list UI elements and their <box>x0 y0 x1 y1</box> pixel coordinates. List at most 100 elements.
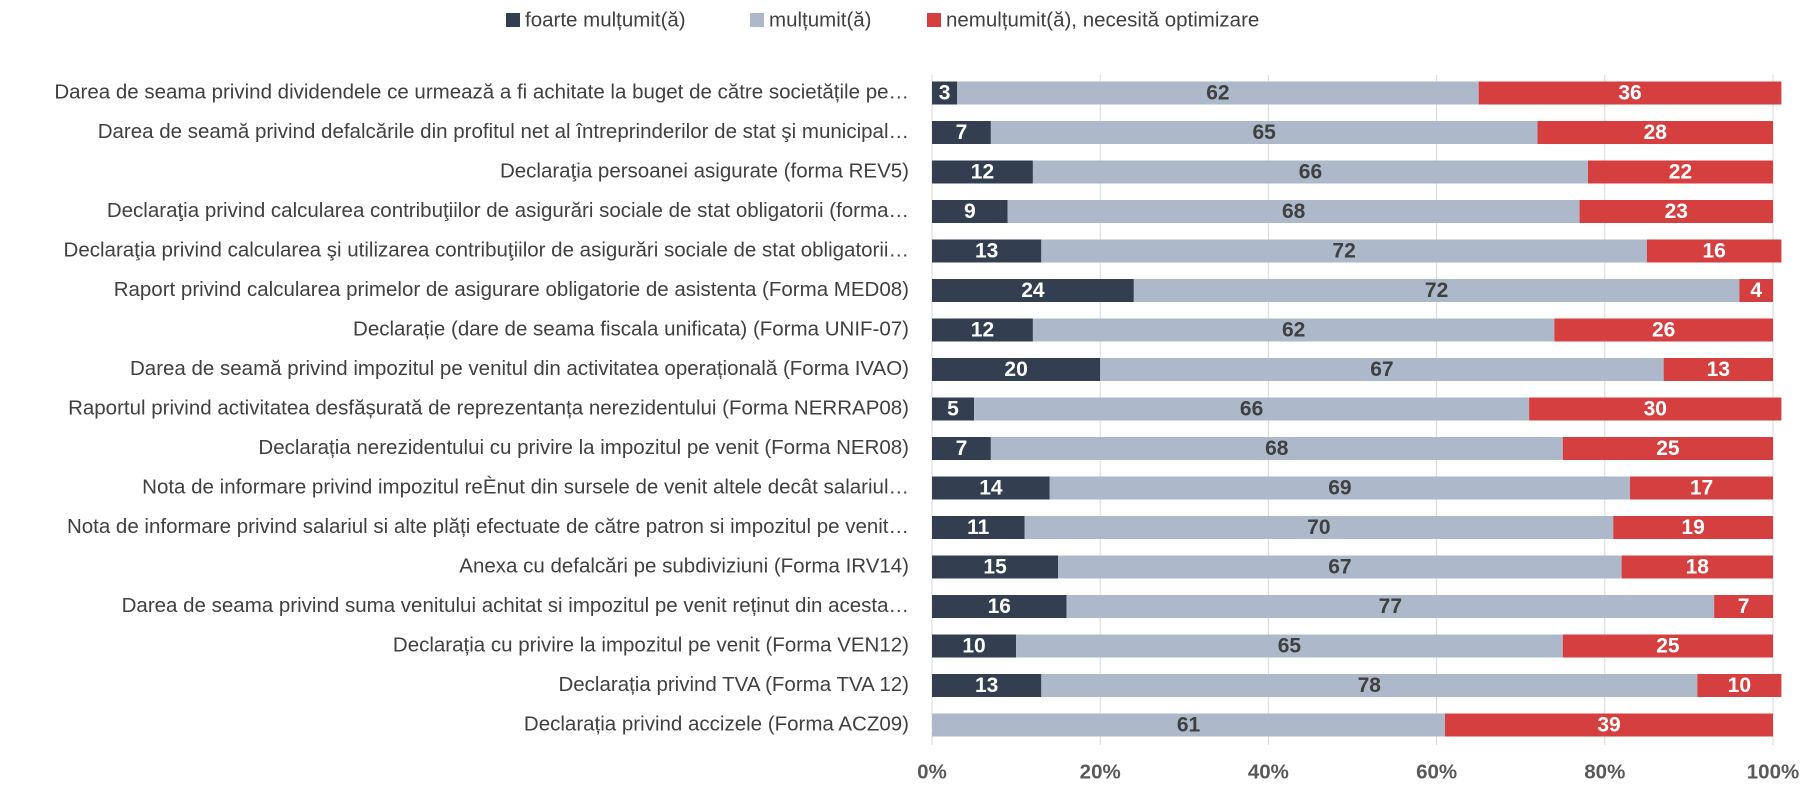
bar-segment <box>932 595 1067 618</box>
data-label: 24 <box>1021 279 1045 302</box>
data-label: 68 <box>1282 200 1306 223</box>
x-tick-label: 0% <box>917 760 947 783</box>
legend-label: foarte mulțumit(ă) <box>525 8 686 31</box>
data-label: 3 <box>939 82 951 105</box>
data-label: 19 <box>1681 516 1704 539</box>
data-label: 65 <box>1278 635 1302 658</box>
bar-segment <box>932 160 1033 184</box>
bar-segment <box>932 476 1050 500</box>
data-label: 65 <box>1253 121 1277 144</box>
y-tick-label: Raport privind calcularea primelor de as… <box>114 278 909 301</box>
bar-segment <box>932 358 1101 381</box>
data-label: 23 <box>1665 200 1688 223</box>
bar-segment <box>1562 437 1773 460</box>
bar-segment <box>1058 555 1622 579</box>
bar-segment <box>932 555 1059 579</box>
data-label: 7 <box>1738 595 1750 618</box>
data-label: 68 <box>1265 437 1289 460</box>
bar-segment <box>974 397 1530 421</box>
bar-segment <box>1646 239 1782 263</box>
bar-segment <box>1007 200 1580 223</box>
data-label: 13 <box>1707 358 1730 381</box>
data-label: 39 <box>1597 714 1620 737</box>
data-label: 10 <box>962 635 985 658</box>
bar-segment <box>1562 634 1773 658</box>
data-label: 66 <box>1240 398 1263 421</box>
data-label: 7 <box>956 121 968 144</box>
data-label: 22 <box>1669 161 1692 184</box>
data-label: 30 <box>1644 398 1667 421</box>
bar-segment <box>1100 358 1664 381</box>
data-label: 12 <box>971 319 994 342</box>
legend-label: mulțumit(ă) <box>769 8 872 31</box>
y-tick-label: Declarația privind TVA (Forma TVA 12) <box>558 673 909 696</box>
data-label: 18 <box>1686 556 1710 579</box>
data-label: 62 <box>1206 82 1229 105</box>
bar-segment <box>1032 318 1555 342</box>
data-label: 36 <box>1618 82 1641 105</box>
x-tick-label: 100% <box>1747 760 1799 783</box>
y-tick-label: Darea de seamă privind impozitul pe veni… <box>130 357 909 380</box>
data-label: 67 <box>1328 556 1351 579</box>
legend-swatch <box>750 13 764 27</box>
data-label: 13 <box>975 240 998 263</box>
data-label: 12 <box>971 161 994 184</box>
bar-segment <box>990 437 1563 460</box>
data-label: 17 <box>1690 477 1713 500</box>
data-label: 16 <box>1702 240 1725 263</box>
data-label: 11 <box>967 516 990 539</box>
bar-segment <box>1478 81 1782 105</box>
legend-swatch <box>927 13 941 27</box>
data-label: 7 <box>956 437 968 460</box>
bar-segment <box>932 397 975 421</box>
data-label: 5 <box>947 398 959 421</box>
data-label: 28 <box>1644 121 1668 144</box>
bar-segment <box>1663 358 1773 381</box>
data-label: 77 <box>1379 595 1402 618</box>
bar-segment <box>1621 555 1773 579</box>
data-label: 78 <box>1358 674 1382 697</box>
bar-segment <box>1613 516 1773 539</box>
x-tick-label: 40% <box>1248 760 1289 783</box>
bar-segment <box>932 121 991 144</box>
bar-segment <box>932 713 1446 737</box>
bar-segment <box>932 437 991 460</box>
data-label: 25 <box>1656 437 1680 460</box>
bar-segment <box>1024 516 1614 539</box>
y-tick-label: Declarația cu privire la impozitul pe ve… <box>393 633 909 656</box>
bar-segment <box>1041 674 1698 697</box>
data-label: 72 <box>1425 279 1448 302</box>
bar-segment <box>990 121 1538 144</box>
bar-segment <box>1630 476 1773 500</box>
bar-segment <box>932 634 1017 658</box>
data-label: 72 <box>1332 240 1355 263</box>
bar-segment <box>1587 160 1773 184</box>
bar-segment <box>1554 318 1773 342</box>
data-label: 13 <box>975 674 998 697</box>
bar-segment <box>1016 634 1563 658</box>
data-label: 26 <box>1652 319 1675 342</box>
bar-segment <box>1049 476 1631 500</box>
data-label: 69 <box>1328 477 1351 500</box>
y-tick-label: Declarația nerezidentului cu privire la … <box>258 436 909 459</box>
bar-segment <box>1697 674 1782 697</box>
data-label: 4 <box>1750 279 1762 302</box>
y-tick-label: Declarația privind accizele (Forma ACZ09… <box>524 712 909 735</box>
bar-segment <box>1041 239 1647 263</box>
y-tick-label: Declaraţia privind calcularea contribuţi… <box>107 199 909 222</box>
x-tick-label: 80% <box>1584 760 1625 783</box>
data-label: 61 <box>1177 714 1201 737</box>
bar-segment <box>932 81 958 105</box>
legend-swatch <box>506 13 520 27</box>
data-label: 15 <box>983 556 1007 579</box>
x-tick-label: 60% <box>1416 760 1457 783</box>
data-label: 62 <box>1282 319 1305 342</box>
y-tick-label: Declaraţia persoanei asigurate (forma RE… <box>500 159 909 182</box>
bar-segment <box>1579 200 1773 223</box>
data-label: 70 <box>1307 516 1330 539</box>
data-label: 10 <box>1728 674 1751 697</box>
x-tick-label: 20% <box>1080 760 1121 783</box>
bar-segment <box>1714 595 1773 618</box>
data-label: 66 <box>1299 161 1322 184</box>
data-label: 20 <box>1004 358 1027 381</box>
